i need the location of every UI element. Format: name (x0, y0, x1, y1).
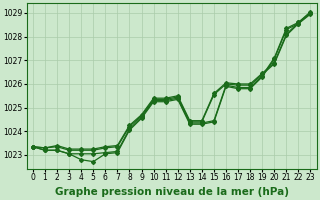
X-axis label: Graphe pression niveau de la mer (hPa): Graphe pression niveau de la mer (hPa) (55, 187, 289, 197)
